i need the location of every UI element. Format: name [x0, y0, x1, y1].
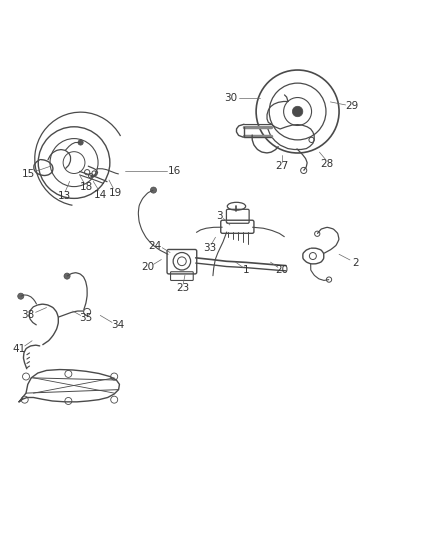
Text: 13: 13: [58, 191, 71, 201]
Text: 15: 15: [22, 169, 35, 179]
Text: 29: 29: [346, 101, 359, 111]
Text: 18: 18: [80, 182, 93, 192]
Text: 2: 2: [352, 257, 359, 268]
Text: 35: 35: [80, 313, 93, 323]
Text: 20: 20: [275, 265, 288, 275]
Text: 30: 30: [224, 93, 237, 103]
Text: 16: 16: [168, 166, 181, 176]
Circle shape: [292, 106, 303, 117]
Circle shape: [150, 187, 156, 193]
Text: 38: 38: [21, 310, 35, 319]
Circle shape: [78, 140, 83, 145]
Text: 1: 1: [243, 265, 250, 275]
Text: 19: 19: [109, 188, 122, 198]
Text: 33: 33: [203, 243, 216, 253]
Text: 14: 14: [94, 190, 107, 200]
Text: 27: 27: [276, 161, 289, 171]
Text: 41: 41: [12, 344, 26, 353]
Text: 28: 28: [321, 159, 334, 169]
Circle shape: [18, 293, 24, 299]
Text: 24: 24: [148, 240, 162, 251]
Text: 34: 34: [111, 320, 124, 330]
Text: 23: 23: [177, 284, 190, 293]
Circle shape: [64, 273, 70, 279]
Text: 20: 20: [142, 262, 155, 272]
Text: 3: 3: [216, 211, 223, 221]
